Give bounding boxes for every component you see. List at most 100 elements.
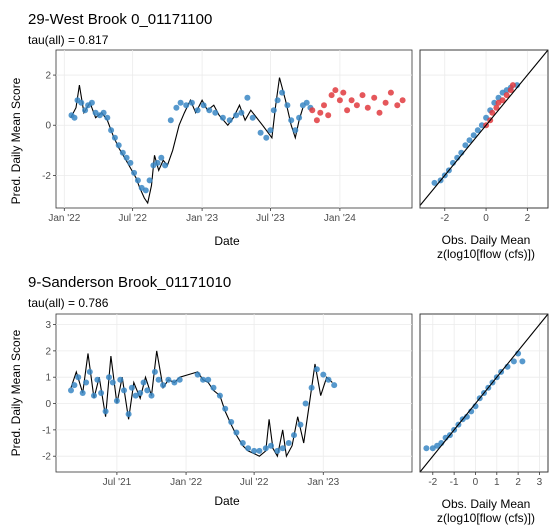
scatter-x-label-line1: Obs. Daily Mean xyxy=(442,233,531,247)
data-point xyxy=(86,368,93,375)
data-point xyxy=(137,390,144,396)
chart-title: 29-West Brook 0_01171100 xyxy=(28,11,212,28)
x-tick-label: 3 xyxy=(537,477,543,488)
plot-frame xyxy=(55,49,413,209)
y-axis-label: Pred. Daily Mean Score xyxy=(9,77,23,204)
data-point xyxy=(288,117,295,124)
data-point xyxy=(212,109,219,116)
data-point xyxy=(71,382,78,389)
data-point xyxy=(108,127,115,134)
data-point xyxy=(348,97,355,104)
y-tick-label: -2 xyxy=(42,171,51,182)
x-tick-label: -2 xyxy=(440,213,449,224)
scatter-point xyxy=(474,127,481,134)
data-point xyxy=(353,102,360,109)
data-point xyxy=(68,387,74,394)
y-tick-label: -1 xyxy=(42,425,51,436)
chart-subtitle: tau(all) = 0.786 xyxy=(28,296,109,310)
data-point xyxy=(154,159,161,166)
data-point xyxy=(262,445,269,452)
data-point xyxy=(313,366,320,373)
scatter-point xyxy=(507,87,514,94)
data-point xyxy=(216,392,223,399)
data-point xyxy=(399,97,406,104)
data-point xyxy=(239,440,246,446)
data-point xyxy=(148,392,155,399)
data-point xyxy=(151,368,158,375)
scatter-x-label-line2: z(log10[flow (cfs)]) xyxy=(437,247,535,261)
data-point xyxy=(226,117,233,124)
data-point xyxy=(100,109,107,116)
data-point xyxy=(268,442,274,449)
data-point xyxy=(98,390,105,396)
x-axis-label: Date xyxy=(214,234,240,248)
scatter-point xyxy=(489,109,496,116)
data-point xyxy=(303,99,310,106)
data-point xyxy=(176,376,183,383)
y-tick-label: 0 xyxy=(45,121,51,132)
data-point xyxy=(119,149,126,156)
data-point xyxy=(267,127,274,134)
data-point xyxy=(331,382,338,389)
data-point xyxy=(233,429,240,436)
timeseries-panel: Jul '21 Jan '22 Jul '22 Jan '23 -2 -1 0 1 2 3 xyxy=(42,313,413,488)
data-point xyxy=(125,411,132,418)
data-point xyxy=(144,387,151,394)
x-tick-label: Jul '21 xyxy=(103,477,132,488)
data-point xyxy=(376,109,383,116)
data-point xyxy=(160,382,167,389)
data-point xyxy=(183,102,190,109)
x-tick-label: 0 xyxy=(483,213,489,224)
x-tick-label: 2 xyxy=(525,213,531,224)
x-tick-label: 0 xyxy=(473,477,479,488)
data-point xyxy=(83,379,90,386)
data-point xyxy=(102,408,109,415)
scatter-panel: -2 -1 0 1 2 3 xyxy=(419,313,549,488)
data-point xyxy=(249,114,256,121)
data-point xyxy=(140,379,147,386)
scatter-point xyxy=(470,132,477,139)
data-point xyxy=(173,104,180,111)
data-point xyxy=(188,99,195,106)
data-point xyxy=(359,92,366,99)
data-point xyxy=(104,114,111,121)
data-point xyxy=(274,447,281,454)
scatter-point xyxy=(462,142,469,149)
data-point xyxy=(364,104,371,111)
data-point xyxy=(128,384,135,391)
data-point xyxy=(109,379,116,386)
data-point xyxy=(251,447,258,454)
data-point xyxy=(146,177,153,184)
data-point xyxy=(309,107,316,114)
data-point xyxy=(162,162,169,169)
scatter-point xyxy=(499,97,506,104)
data-point xyxy=(238,109,245,116)
x-tick-label: Jul '23 xyxy=(256,213,285,224)
data-point xyxy=(200,376,206,383)
chart-subtitle: tau(all) = 0.817 xyxy=(28,33,109,47)
data-point xyxy=(256,447,263,454)
scatter-point xyxy=(493,104,500,111)
data-point xyxy=(292,127,299,134)
data-point xyxy=(79,390,86,396)
scatter-point xyxy=(478,122,485,129)
x-tick-label: -2 xyxy=(428,477,437,488)
data-point xyxy=(371,94,378,101)
data-point xyxy=(194,371,201,378)
data-point xyxy=(313,117,320,124)
y-tick-label: 3 xyxy=(45,320,51,331)
scatter-point xyxy=(510,358,517,365)
data-point xyxy=(165,376,172,383)
data-point xyxy=(75,374,82,381)
data-point xyxy=(321,102,327,109)
data-point xyxy=(332,87,339,94)
plot-border xyxy=(419,313,549,473)
scatter-x-label-line2: z(log10[flow (cfs)]) xyxy=(437,511,535,525)
scatter-point xyxy=(423,445,430,452)
chart-top: 29-West Brook 0_01171100 tau(all) = 0.81… xyxy=(9,11,549,261)
x-tick-label: 2 xyxy=(515,477,521,488)
data-point xyxy=(131,169,138,176)
data-point xyxy=(142,187,149,194)
x-tick-label: 1 xyxy=(494,477,500,488)
